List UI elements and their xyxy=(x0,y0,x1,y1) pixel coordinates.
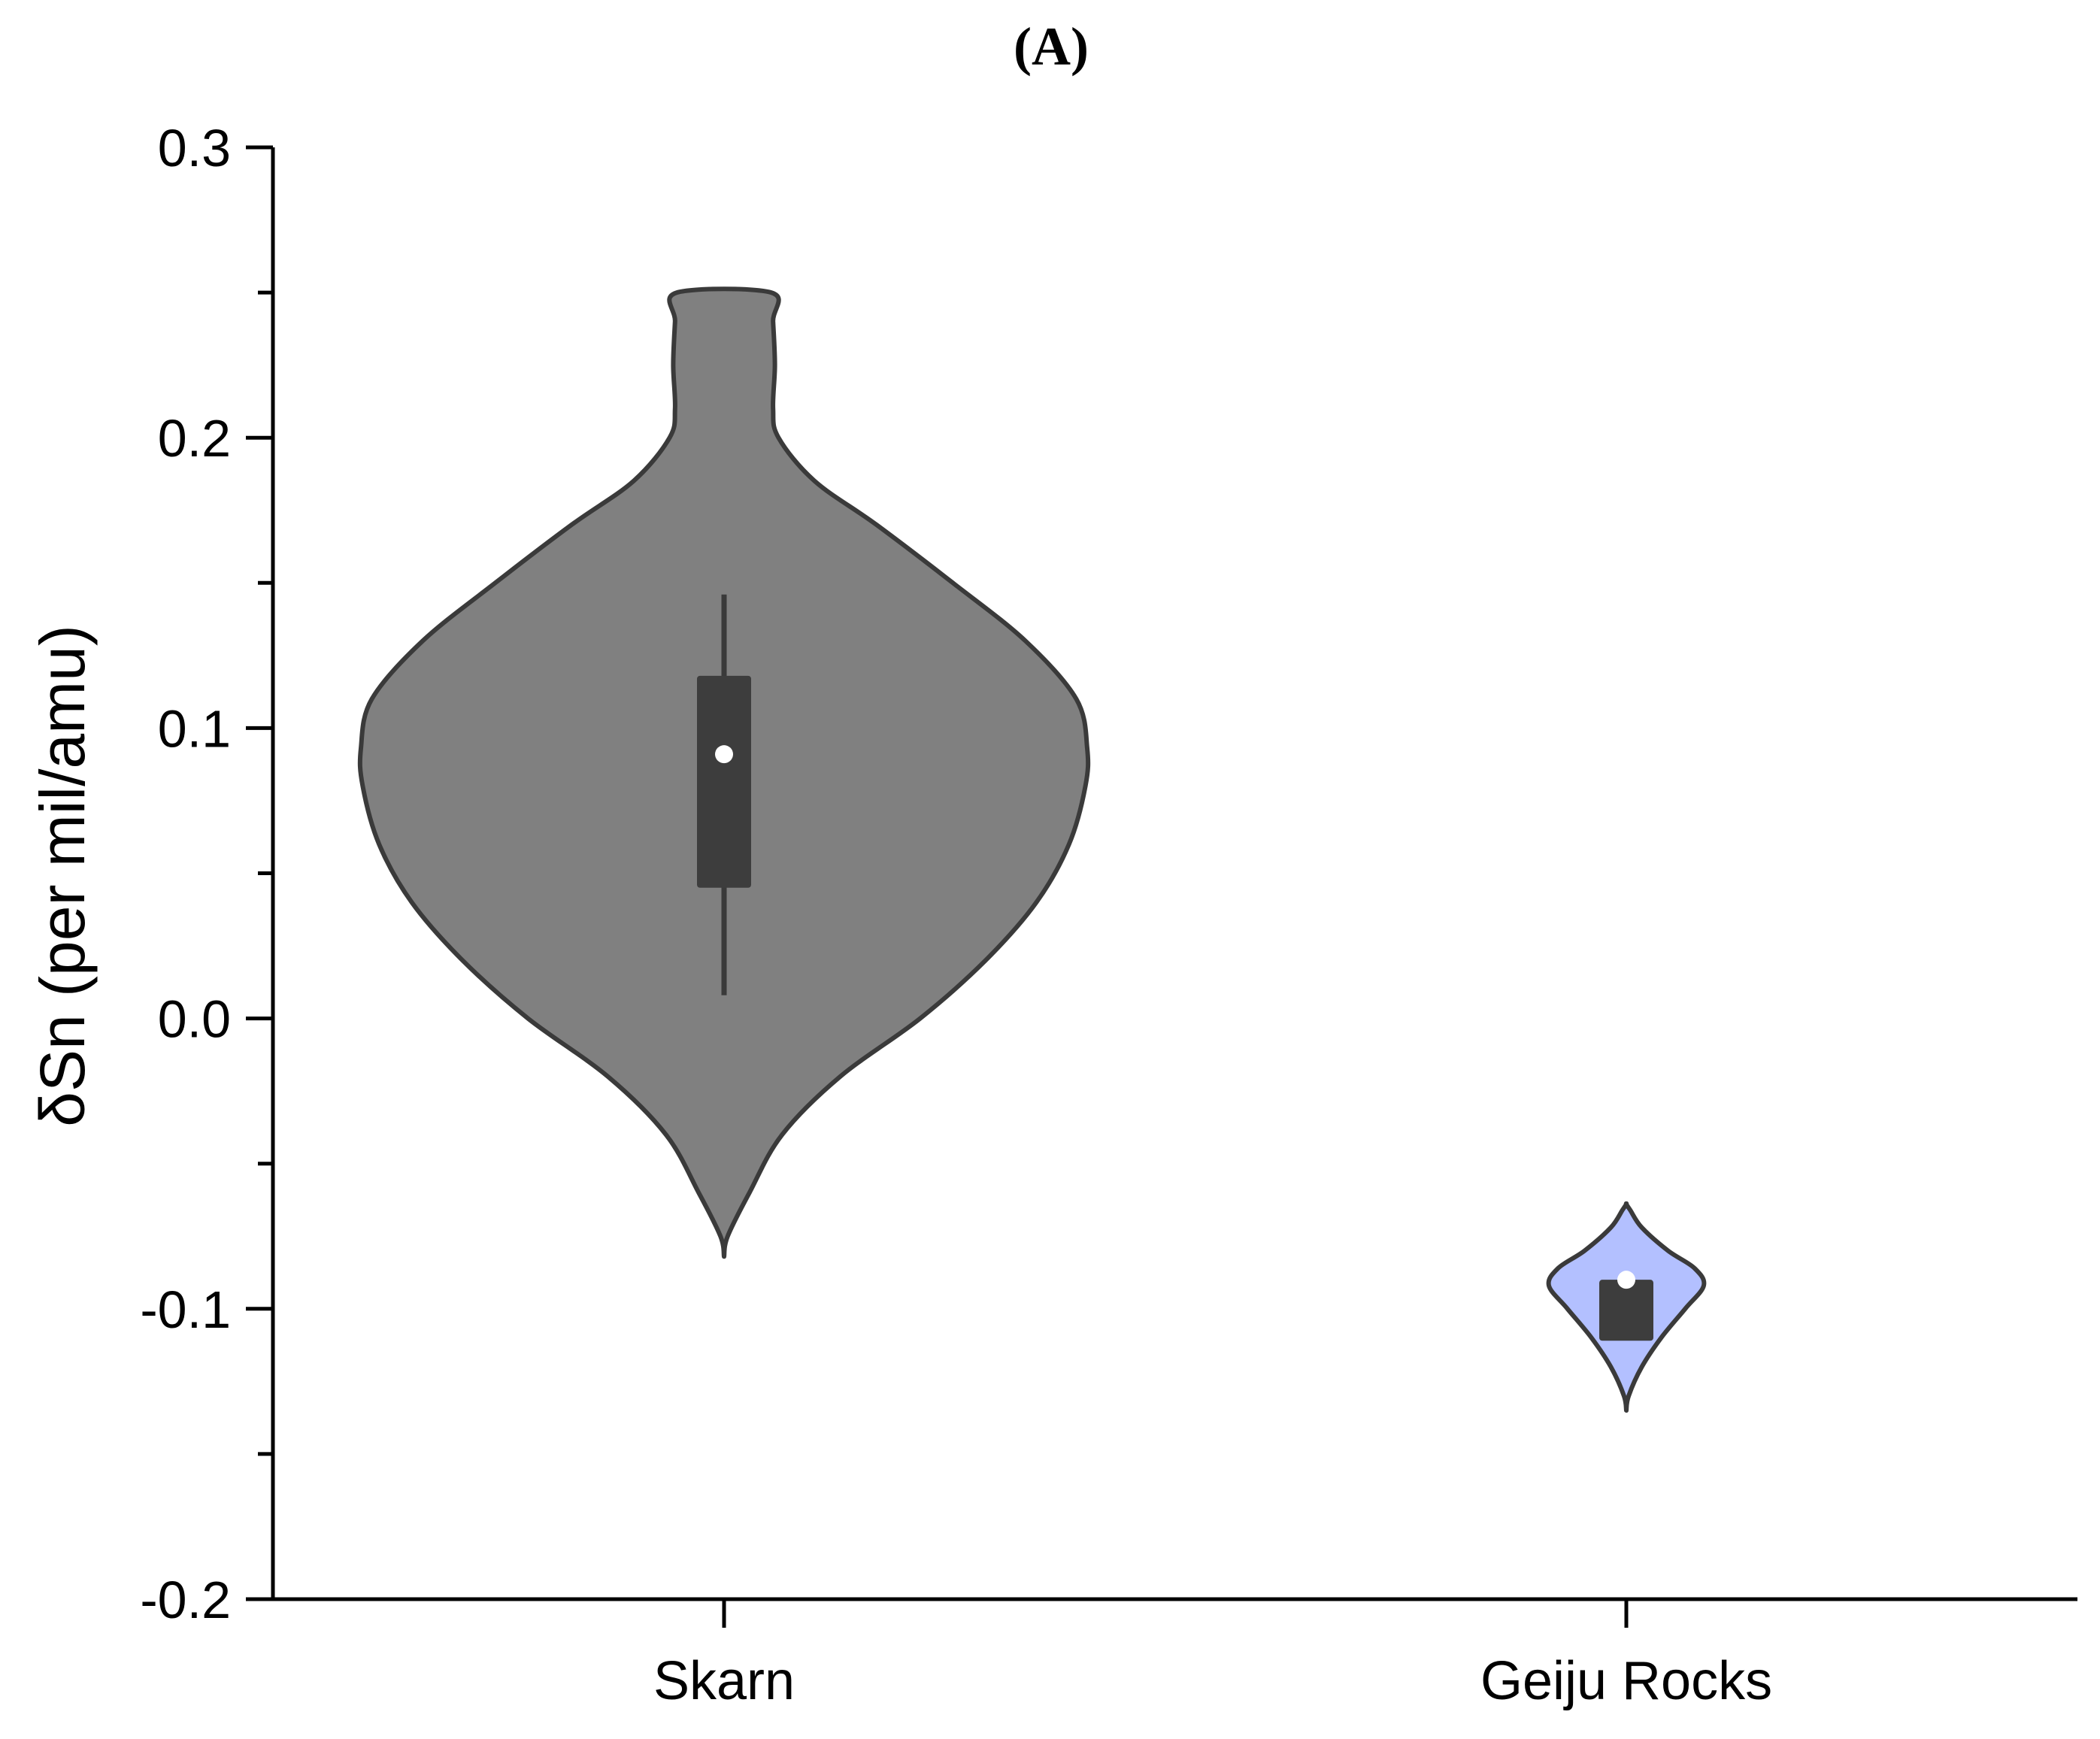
iqr-box xyxy=(1599,1280,1653,1341)
y-tick-label: 0.3 xyxy=(158,119,231,177)
y-tick-label: 0.1 xyxy=(158,699,231,758)
median-marker xyxy=(1617,1271,1635,1289)
violin-skarn xyxy=(357,286,1091,1259)
y-axis-title: δSn (per mil/amu) xyxy=(27,625,98,1127)
chart-title: (A) xyxy=(1014,17,1089,77)
x-category-label: Geiju Rocks xyxy=(1480,1651,1772,1711)
violins-layer xyxy=(357,286,1707,1413)
iqr-box xyxy=(697,675,751,888)
y-tick-label: -0.2 xyxy=(140,1571,231,1629)
x-category-label: Skarn xyxy=(653,1651,795,1711)
y-tick-label: 0.0 xyxy=(158,990,231,1049)
violin-geiju-rocks xyxy=(1546,1201,1707,1413)
y-tick-label: -0.1 xyxy=(140,1280,231,1339)
y-axis: -0.2 -0.1 0.0 0.1 0.2 0.3 xyxy=(140,119,275,1629)
x-axis: Skarn Geiju Rocks xyxy=(271,1597,2077,1711)
y-tick-label: 0.2 xyxy=(158,409,231,468)
median-marker xyxy=(715,745,733,764)
